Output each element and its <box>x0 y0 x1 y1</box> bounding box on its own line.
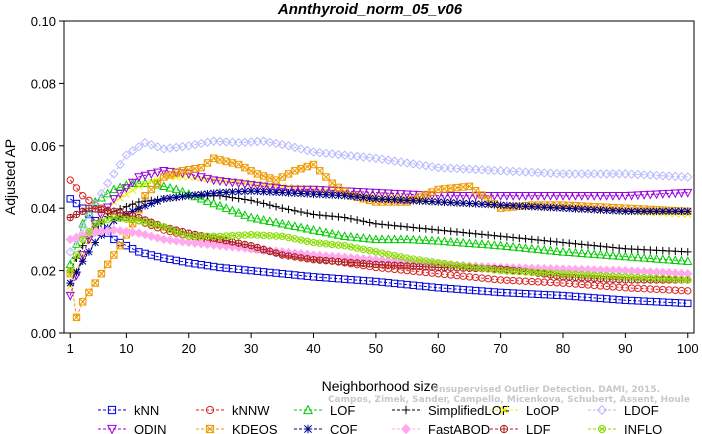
legend-label: FastABOD <box>428 422 490 434</box>
legend-item-simplifiedlof: SimplifiedLOF <box>392 403 510 418</box>
series-markers <box>65 178 693 269</box>
series-markers <box>65 136 693 257</box>
legend-label: LDOF <box>624 403 659 418</box>
series-knn <box>66 195 692 308</box>
legend-item-inflo: INFLO <box>588 422 662 434</box>
x-tick-label: 40 <box>306 341 320 356</box>
legend-label: SimplifiedLOF <box>428 403 510 418</box>
legend-item-ldf: LDF <box>490 422 551 434</box>
legend-label: LDF <box>526 422 551 434</box>
legend-item-lof: LOF <box>294 403 355 418</box>
legend-item-odin: ODIN <box>98 422 167 434</box>
legend-label: KDEOS <box>232 422 278 434</box>
series-markers <box>66 187 692 287</box>
series-line <box>69 182 688 265</box>
x-tick-label: 30 <box>244 341 258 356</box>
legend-item-fastabod: FastABOD <box>392 422 490 434</box>
series-markers <box>66 213 692 284</box>
x-tick-label: 60 <box>431 341 445 356</box>
legend-label: kNNW <box>232 403 270 418</box>
y-axis-label: Adjusted AP <box>2 139 18 215</box>
series-layer <box>65 136 693 322</box>
legend-label: INFLO <box>624 422 662 434</box>
x-tick-label: 90 <box>618 341 632 356</box>
y-tick-label: 0.08 <box>31 76 56 91</box>
series-inflo <box>66 213 692 284</box>
series-ldof <box>65 136 693 257</box>
x-tick-label: 70 <box>493 341 507 356</box>
x-tick-label: 10 <box>119 341 133 356</box>
legend-item-knn: kNN <box>98 403 159 418</box>
chart-title: Annthyroid_norm_05_v06 <box>277 1 463 18</box>
legend-label: kNN <box>134 403 159 418</box>
x-tick-label: 80 <box>556 341 570 356</box>
series-markers <box>65 167 693 301</box>
y-tick-label: 0.00 <box>31 326 56 341</box>
watermark-line-2: Campos, Zimek, Sander, Campello, Micenko… <box>328 395 690 405</box>
legend-item-kdeos: KDEOS <box>196 422 278 434</box>
legend-label: ODIN <box>134 422 167 434</box>
y-tick-label: 0.04 <box>31 201 56 216</box>
watermark-line-1: Unsupervised Outlier Detection. DAMI, 20… <box>432 385 660 395</box>
x-axis-label: Neighborhood size <box>322 378 439 394</box>
x-tick-label: 50 <box>369 341 383 356</box>
y-tick-label: 0.10 <box>31 14 56 29</box>
legend-item-knnw: kNNW <box>196 403 270 418</box>
legend-item-cof: COF <box>294 422 358 434</box>
legend-item-ldof: LDOF <box>588 403 659 418</box>
series-markers <box>66 195 692 308</box>
x-tick-label: 100 <box>677 341 699 356</box>
plot-frame <box>63 20 695 334</box>
y-tick-label: 0.02 <box>31 264 56 279</box>
x-tick-label: 1 <box>67 341 74 356</box>
y-axis: 0.00 0.02 0.04 0.06 0.08 0.10 <box>31 14 64 341</box>
legend-item-loop: LoOP <box>490 403 559 418</box>
series-cof <box>66 187 692 287</box>
series-lof <box>65 178 693 269</box>
legend: kNN kNNW LOF SimplifiedLOF LoOP LDOF ODIN KDEOS… <box>98 403 662 434</box>
x-tick-label: 20 <box>182 341 196 356</box>
legend-label: LOF <box>330 403 355 418</box>
y-tick-label: 0.06 <box>31 139 56 154</box>
x-axis: 1 10 20 30 40 50 60 70 80 90 100 <box>67 333 699 356</box>
legend-label: LoOP <box>526 403 559 418</box>
legend-label: COF <box>330 422 358 434</box>
